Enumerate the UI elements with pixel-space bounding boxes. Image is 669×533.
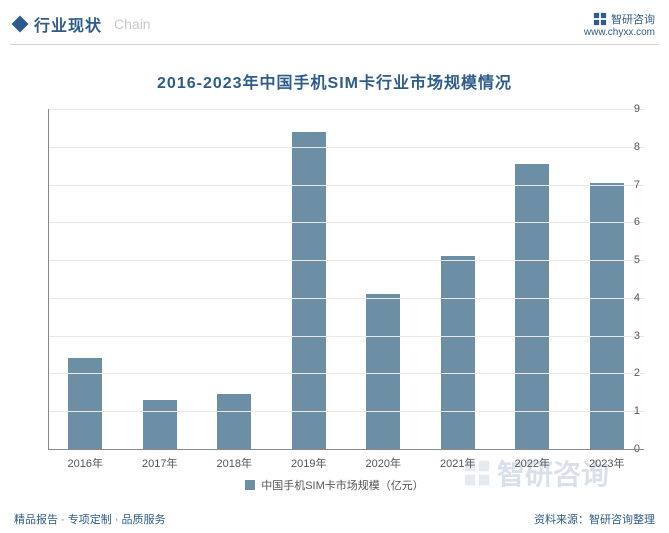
y-tick-label: 1 xyxy=(634,405,640,417)
grid-line xyxy=(48,298,644,299)
x-tick-label: 2017年 xyxy=(123,451,198,469)
footer-right: 资料来源：智研咨询整理 xyxy=(534,511,655,527)
header-title-cn: 行业现状 xyxy=(34,12,102,36)
grid-line xyxy=(48,109,644,110)
legend-swatch xyxy=(245,480,255,490)
diamond-icon xyxy=(12,16,29,33)
grid-line xyxy=(48,185,644,186)
grid-line xyxy=(48,336,644,337)
grid-line xyxy=(48,411,644,412)
bars-container xyxy=(48,109,644,449)
y-tick-label: 9 xyxy=(634,103,640,115)
bar-slot xyxy=(272,109,347,449)
x-axis-line xyxy=(48,449,644,450)
y-tick-label: 5 xyxy=(634,254,640,266)
chart-legend: 中国手机SIM卡市场规模（亿元） xyxy=(18,469,651,493)
brand-logo-icon xyxy=(593,12,607,26)
bar-slot xyxy=(197,109,272,449)
x-tick-label: 2021年 xyxy=(421,451,496,469)
x-tick-label: 2022年 xyxy=(495,451,570,469)
y-tick-label: 3 xyxy=(634,330,640,342)
bar-slot xyxy=(570,109,645,449)
bar xyxy=(366,294,400,449)
grid-line xyxy=(48,260,644,261)
header-title-en: Chain xyxy=(114,16,151,32)
bar xyxy=(68,358,102,449)
bar xyxy=(441,256,475,449)
x-tick-label: 2018年 xyxy=(197,451,272,469)
bar-slot xyxy=(48,109,123,449)
y-tick-label: 2 xyxy=(634,367,640,379)
grid-line xyxy=(48,147,644,148)
page-footer: 精品报告 · 专项定制 · 品质服务 资料来源：智研咨询整理 xyxy=(14,511,655,527)
header-right: 智研咨询 www.chyxx.com xyxy=(584,11,655,38)
bar xyxy=(515,164,549,449)
bar-slot xyxy=(123,109,198,449)
chart-area: 2016-2023年中国手机SIM卡行业市场规模情况 2016年2017年201… xyxy=(0,45,669,493)
bar xyxy=(143,400,177,449)
bar xyxy=(217,394,251,449)
page-header: 行业现状 Chain 智研咨询 www.chyxx.com xyxy=(0,0,669,44)
y-tick-label: 7 xyxy=(634,179,640,191)
bar-slot xyxy=(346,109,421,449)
bar xyxy=(292,132,326,449)
x-tick-label: 2019年 xyxy=(272,451,347,469)
x-tick-label: 2020年 xyxy=(346,451,421,469)
brand-name: 智研咨询 xyxy=(611,11,655,27)
y-tick-label: 6 xyxy=(634,216,640,228)
x-labels: 2016年2017年2018年2019年2020年2021年2022年2023年 xyxy=(48,451,644,469)
legend-label: 中国手机SIM卡市场规模（亿元） xyxy=(261,477,424,493)
y-axis-line xyxy=(48,109,49,449)
chart-plot: 2016年2017年2018年2019年2020年2021年2022年2023年… xyxy=(24,109,644,469)
grid-line xyxy=(48,222,644,223)
header-left: 行业现状 Chain xyxy=(14,12,151,36)
chart-title: 2016-2023年中国手机SIM卡行业市场规模情况 xyxy=(18,55,651,109)
footer-left: 精品报告 · 专项定制 · 品质服务 xyxy=(14,511,166,527)
bar-slot xyxy=(421,109,496,449)
grid-line xyxy=(48,373,644,374)
brand-url: www.chyxx.com xyxy=(584,27,655,38)
x-tick-label: 2023年 xyxy=(570,451,645,469)
y-tick-label: 4 xyxy=(634,292,640,304)
x-tick-label: 2016年 xyxy=(48,451,123,469)
brand-row: 智研咨询 xyxy=(584,11,655,27)
y-tick-label: 8 xyxy=(634,141,640,153)
bar-slot xyxy=(495,109,570,449)
